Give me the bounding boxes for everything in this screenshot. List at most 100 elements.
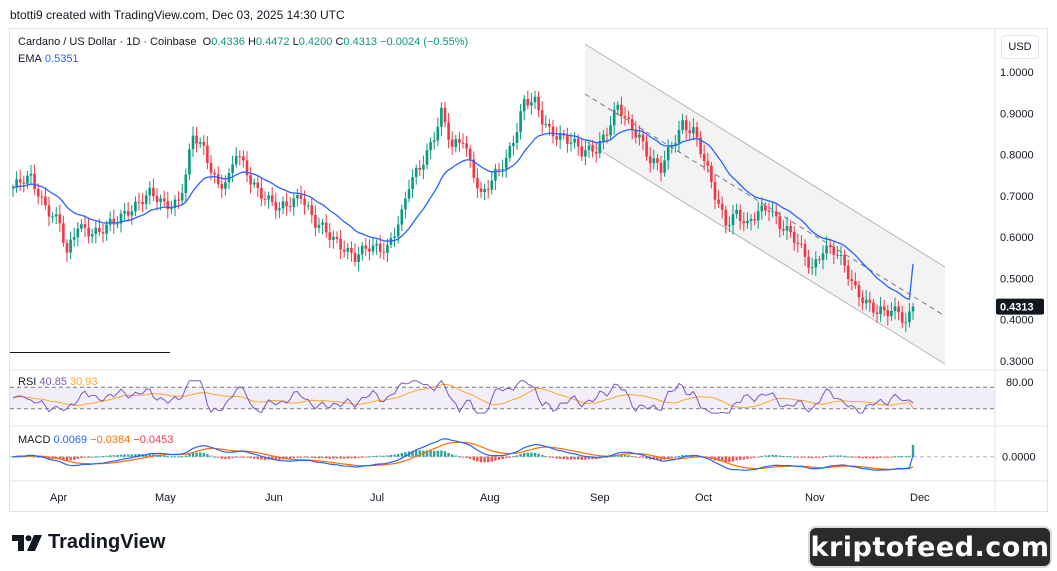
macd-histogram-bar bbox=[620, 454, 623, 457]
candle-body bbox=[144, 195, 148, 205]
candle-body bbox=[324, 222, 328, 233]
candle-body bbox=[440, 107, 443, 127]
candle-body bbox=[94, 227, 98, 235]
candle-body bbox=[263, 198, 267, 200]
candle-body bbox=[638, 134, 641, 138]
macd-histogram-bar bbox=[339, 456, 342, 459]
candle-body bbox=[818, 259, 821, 261]
macd-histogram-bar bbox=[746, 456, 749, 459]
candle-body bbox=[177, 199, 180, 201]
time-tick-label: Jun bbox=[265, 492, 283, 504]
candle-body bbox=[850, 279, 854, 282]
price-tick-label: 0.7000 bbox=[1000, 191, 1034, 203]
macd-histogram-bar bbox=[753, 456, 756, 458]
candle-body bbox=[148, 187, 152, 196]
candle-body bbox=[584, 150, 587, 157]
candle-body bbox=[36, 189, 40, 197]
macd-histogram-bar bbox=[343, 456, 346, 459]
chart-frame[interactable]: 1.0000 0.9000 0.8000 0.7000 0.6000 0.5000 0.40… bbox=[9, 28, 1048, 512]
candle-body bbox=[83, 224, 87, 228]
macd-histogram-bar bbox=[271, 456, 274, 460]
candle-body bbox=[591, 145, 594, 152]
macd-histogram-bar bbox=[533, 452, 537, 457]
macd-histogram-bar bbox=[105, 455, 108, 457]
macd-histogram-bar bbox=[76, 456, 79, 459]
macd-histogram-bar bbox=[562, 456, 565, 460]
macd-histogram-bar bbox=[508, 456, 511, 458]
candle-body bbox=[47, 205, 51, 217]
candle-body bbox=[872, 302, 875, 313]
candle-body bbox=[501, 168, 504, 170]
candle-body bbox=[821, 253, 825, 260]
candle-body bbox=[756, 211, 760, 221]
candle-body bbox=[270, 195, 274, 202]
macd-histogram-bar bbox=[605, 456, 609, 458]
macd-histogram-bar bbox=[767, 455, 771, 457]
candle-body bbox=[152, 187, 155, 197]
candle-body bbox=[882, 306, 886, 311]
macd-histogram-bar bbox=[73, 456, 76, 460]
candle-body bbox=[184, 174, 188, 194]
macd-histogram-bar bbox=[868, 456, 871, 459]
candle-body bbox=[206, 145, 209, 163]
candle-body bbox=[580, 146, 584, 157]
candle-body bbox=[105, 224, 108, 234]
candle-body bbox=[44, 196, 47, 206]
candle-body bbox=[555, 136, 558, 140]
macd-histogram-bar bbox=[631, 455, 634, 457]
macd-histogram-bar bbox=[443, 451, 447, 457]
macd-histogram-bar bbox=[865, 456, 868, 459]
macd-histogram-bar bbox=[69, 456, 72, 461]
macd-histogram-bar bbox=[177, 456, 180, 458]
candle-body bbox=[278, 208, 281, 211]
candle-body bbox=[796, 242, 800, 244]
price-chart[interactable]: 1.0000 0.9000 0.8000 0.7000 0.6000 0.5000 0.40… bbox=[10, 29, 1047, 511]
macd-histogram-bar bbox=[861, 456, 864, 459]
macd-histogram-bar bbox=[328, 456, 331, 459]
macd-histogram-bar bbox=[735, 456, 738, 461]
candle-body bbox=[414, 168, 418, 178]
candle-body bbox=[623, 116, 627, 118]
candle-body bbox=[548, 123, 551, 127]
candle-body bbox=[213, 172, 216, 175]
macd-histogram-bar bbox=[310, 456, 313, 458]
candle-body bbox=[702, 154, 706, 162]
watermark-text: kriptofeed.com bbox=[810, 531, 1050, 563]
macd-histogram-bar bbox=[458, 456, 461, 458]
macd-histogram-bar bbox=[559, 456, 562, 459]
channel-upper-line bbox=[584, 43, 946, 268]
tradingview-icon bbox=[12, 534, 42, 551]
candle-body bbox=[292, 198, 296, 208]
candle-body bbox=[684, 120, 688, 131]
macd-histogram-bar bbox=[850, 456, 853, 458]
macd-histogram-bar bbox=[195, 452, 198, 457]
open-value: 0.4336 bbox=[211, 36, 245, 48]
tradingview-logo[interactable]: TradingView bbox=[12, 531, 165, 554]
candle-body bbox=[360, 245, 364, 255]
macd-histogram-bar bbox=[800, 456, 803, 458]
macd-histogram-bar bbox=[821, 456, 825, 458]
macd-histogram-bar bbox=[829, 455, 832, 457]
currency-button[interactable]: USD bbox=[1001, 35, 1039, 59]
candle-body bbox=[155, 196, 159, 202]
candle-body bbox=[483, 188, 486, 193]
macd-histogram-bar bbox=[670, 456, 673, 458]
macd-histogram-bar bbox=[749, 456, 753, 459]
candle-body bbox=[634, 129, 638, 138]
macd-histogram-bar bbox=[260, 456, 263, 460]
time-tick-label: Sep bbox=[590, 492, 610, 504]
macd-histogram-bar bbox=[627, 455, 630, 457]
macd-histogram-bar bbox=[202, 452, 205, 457]
candle-body bbox=[846, 265, 850, 280]
candle-body bbox=[40, 196, 44, 198]
macd-histogram-bar bbox=[418, 450, 421, 457]
macd-histogram-bar bbox=[541, 454, 544, 457]
macd-histogram-bar bbox=[857, 456, 861, 458]
candle-body bbox=[900, 312, 904, 323]
macd-histogram-bar bbox=[274, 456, 277, 460]
candle-body bbox=[252, 182, 256, 185]
candle-body bbox=[839, 254, 843, 256]
macd-histogram-bar bbox=[652, 456, 655, 460]
ema-legend: EMA 0.5351 bbox=[18, 53, 79, 65]
candle-body bbox=[620, 104, 623, 117]
